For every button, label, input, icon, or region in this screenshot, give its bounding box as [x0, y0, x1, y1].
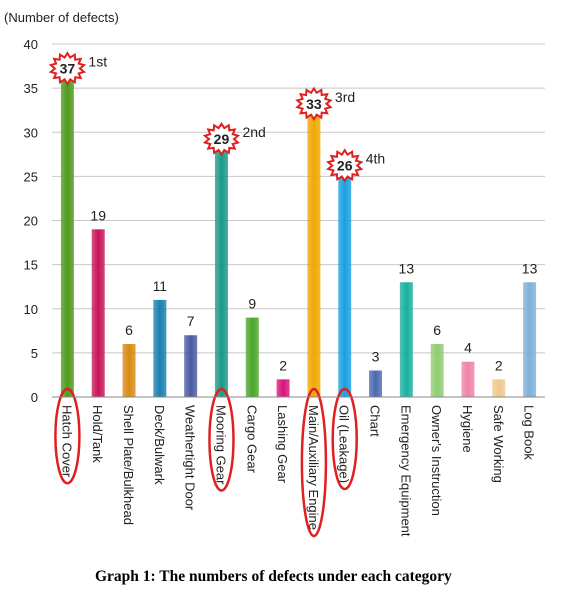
- x-tick-label: Safe Working: [491, 405, 506, 483]
- data-label: 9: [248, 296, 256, 312]
- data-label: 2: [279, 357, 287, 373]
- data-label: 6: [125, 322, 133, 338]
- data-label: 2: [495, 357, 503, 373]
- x-tick-label: Hatch Cover: [59, 405, 74, 478]
- y-tick-label: 40: [24, 37, 38, 52]
- data-label: 4: [464, 340, 472, 356]
- bar-emergency-equipment: [399, 282, 413, 397]
- bar-mooring-gear: [214, 141, 228, 397]
- data-label: 6: [433, 322, 441, 338]
- y-tick-label: 5: [31, 346, 38, 361]
- data-label: 7: [187, 313, 195, 329]
- highlight-ellipse: [300, 387, 328, 538]
- x-tick-label: Hold/Tank: [90, 405, 105, 463]
- y-tick-label: 25: [24, 169, 38, 184]
- bar-main-auxiliary-engine: [307, 105, 321, 398]
- x-tick-label: Hygiene: [460, 405, 475, 453]
- y-tick-label: 0: [31, 390, 38, 405]
- bar-chart: 0 5 10 15 20 25 30 35 40 (Number of defects) 19 6…: [4, 10, 545, 538]
- bar-deck-bulwark: [153, 299, 167, 397]
- rank-label: 2nd: [242, 124, 265, 140]
- data-label: 37: [60, 60, 76, 76]
- rank-label: 3rd: [335, 89, 355, 105]
- x-tick-label: Weathertight Door: [183, 405, 198, 511]
- x-tick-label: Main/Auxiliary Engine: [306, 405, 321, 530]
- bar-hygiene: [461, 361, 475, 397]
- y-tick-label: 30: [24, 125, 38, 140]
- bar-lashing-gear: [276, 379, 290, 397]
- bars: [60, 70, 537, 398]
- data-labels: 19 6 11 7 9 2 3 13 6 4 2 13: [90, 207, 537, 373]
- highlight-starburst: [295, 86, 333, 121]
- y-tick-label: 10: [24, 302, 38, 317]
- x-tick-label: Lashing Gear: [275, 405, 290, 484]
- bar-owner-s-instruction: [430, 344, 444, 397]
- highlight-starburst: [48, 51, 87, 86]
- data-label: 13: [399, 260, 415, 276]
- bar-cargo-gear: [245, 317, 259, 397]
- highlight-ellipse: [208, 387, 235, 492]
- data-label: 13: [522, 260, 538, 276]
- bar-log-book: [523, 282, 537, 397]
- x-tick-label: Mooring Gear: [213, 405, 228, 485]
- y-tick-label: 15: [24, 258, 38, 273]
- x-tick-label: Owner's Instruction: [429, 405, 444, 516]
- y-axis-ticks: 0 5 10 15 20 25 30 35 40: [24, 37, 38, 405]
- bar-safe-working: [492, 379, 506, 397]
- bar-oil-leakage-: [338, 167, 352, 397]
- bar-hatch-cover: [60, 70, 74, 397]
- data-label: 33: [306, 96, 322, 112]
- highlight-ellipse: [331, 387, 358, 491]
- highlight-starburst: [325, 148, 364, 183]
- x-axis-labels: Hatch Cover Hold/Tank Shell Plate/Bulkhead…: [59, 405, 536, 537]
- y-tick-label: 35: [24, 81, 38, 96]
- x-tick-label: Cargo Gear: [244, 405, 259, 474]
- data-label: 3: [372, 349, 380, 365]
- bar-hold-tank: [91, 229, 105, 397]
- data-label: 19: [90, 207, 106, 223]
- x-tick-label: Chart: [368, 405, 383, 437]
- highlight-ellipse: [54, 387, 81, 485]
- data-label: 11: [153, 278, 168, 294]
- y-axis-label: (Number of defects): [4, 10, 119, 25]
- x-tick-label: Deck/Bulwark: [152, 405, 167, 485]
- rank-label: 1st: [88, 53, 107, 69]
- bar-shell-plate-bulkhead: [122, 344, 136, 397]
- bar-weathertight-door: [184, 335, 198, 397]
- x-tick-label: Oil (Leakage): [337, 405, 352, 483]
- data-label: 26: [337, 158, 353, 174]
- rank-label: 4th: [366, 151, 385, 167]
- bar-chart: [369, 370, 383, 397]
- chart-caption: Graph 1: The numbers of defects under ea…: [95, 568, 452, 585]
- x-tick-label: Shell Plate/Bulkhead: [121, 405, 136, 525]
- data-label: 29: [214, 131, 230, 147]
- x-tick-label: Emergency Equipment: [398, 405, 413, 537]
- y-tick-label: 20: [24, 214, 38, 229]
- highlight-starburst: [202, 121, 241, 157]
- x-tick-label: Log Book: [522, 405, 537, 460]
- grid-lines: [52, 43, 545, 354]
